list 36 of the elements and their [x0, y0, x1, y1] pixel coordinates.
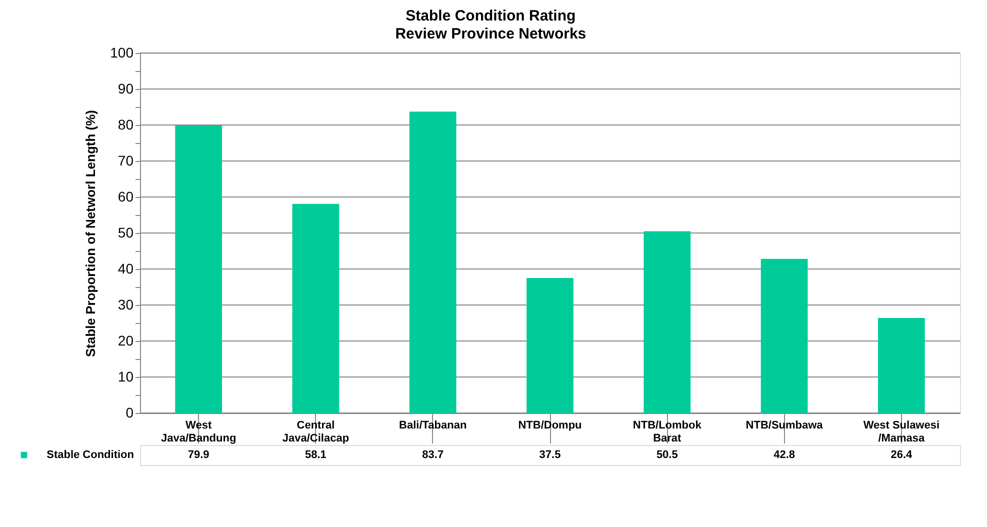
y-tick-label: 70 [118, 152, 134, 168]
x-tick-label: West Sulawesi /Mamasa [863, 420, 940, 444]
data-label: 58.1 [305, 449, 326, 461]
data-label: 26.4 [890, 449, 914, 461]
y-tick-label: 10 [118, 368, 134, 384]
legend-label: Stable Condition [46, 449, 134, 461]
data-label: 37.5 [539, 449, 561, 461]
bar [760, 258, 808, 413]
data-label: 50.5 [656, 449, 678, 461]
y-tick-label: 100 [110, 44, 134, 60]
x-tick-label: NTB/Dompu [518, 420, 582, 432]
chart-subtitle: Review Province Networks [395, 26, 586, 42]
y-tick-label: 50 [118, 224, 134, 240]
chart-title: Stable Condition Rating [406, 8, 576, 24]
y-tick-label: 80 [118, 116, 134, 132]
x-tick-label: NTB/Lombok Barat [632, 420, 702, 444]
x-tick-label: Bali/Tabanan [399, 420, 467, 432]
y-tick-label: 30 [118, 296, 134, 312]
x-tick-label: Central Java/Cilacap [282, 420, 350, 444]
bar [644, 231, 691, 413]
x-tick-label: West Java/Bandung [160, 420, 236, 444]
y-tick-label: 20 [118, 332, 134, 348]
y-tick-label: 40 [118, 260, 134, 276]
x-tick-label: NTB/Sumbawa [746, 420, 824, 432]
y-tick-label: 90 [118, 80, 134, 96]
y-tick-label: 60 [118, 188, 134, 204]
data-label: 42.8 [774, 449, 795, 461]
data-label: 79.9 [188, 449, 210, 461]
bar [526, 278, 574, 413]
bar [175, 125, 222, 413]
bar [878, 318, 925, 413]
y-tick-label: 0 [126, 404, 134, 420]
y-axis-title: Stable Proportion of Networl Length (%) [83, 110, 98, 357]
bar [292, 204, 340, 413]
data-label: 83.7 [422, 449, 444, 461]
bar [409, 112, 456, 413]
